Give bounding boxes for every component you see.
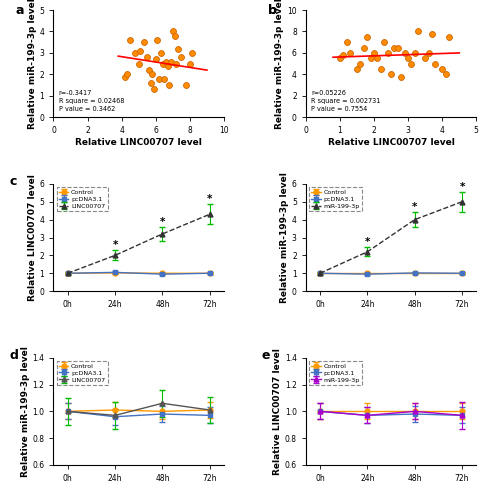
Point (346, 49, 354, 57)
Y-axis label: Relative miR-199-3p level: Relative miR-199-3p level (28, 0, 37, 129)
Point (415, 28, 422, 36)
Point (171, 32, 178, 40)
Point (432, 60, 439, 68)
Point (154, 36, 161, 44)
Point (343, 38, 350, 46)
Point (123, 70, 131, 78)
Point (445, 33, 453, 41)
Point (137, 47, 144, 55)
Point (391, 44, 399, 52)
Point (167, 58, 175, 66)
Text: *: * (459, 182, 465, 192)
Point (381, 38, 388, 46)
Point (339, 51, 347, 59)
Point (159, 60, 167, 68)
Point (166, 81, 174, 89)
Point (356, 60, 364, 68)
Y-axis label: Relative miR-199-3p level: Relative miR-199-3p level (276, 0, 284, 129)
Point (442, 70, 450, 78)
Text: a: a (16, 4, 24, 16)
Point (135, 60, 142, 68)
Point (162, 58, 170, 66)
Text: c: c (9, 176, 17, 188)
Point (143, 53, 151, 61)
Point (174, 44, 182, 52)
Point (147, 79, 155, 87)
Text: b: b (268, 4, 277, 16)
Text: *: * (160, 217, 165, 227)
Text: r=-0.3417
R square = 0.02468
P value = 0.3462: r=-0.3417 R square = 0.02468 P value = 0… (59, 90, 124, 112)
Point (394, 44, 402, 52)
Y-axis label: Relative miR-199-3p level: Relative miR-199-3p level (20, 346, 30, 477)
Point (121, 72, 129, 80)
Text: e: e (261, 349, 270, 362)
Point (404, 54, 412, 62)
Point (428, 30, 436, 38)
Point (384, 49, 392, 57)
Point (425, 49, 433, 57)
Point (150, 86, 158, 94)
Point (188, 49, 195, 57)
Text: b: b (268, 4, 277, 16)
Point (408, 60, 416, 68)
Legend: Control, pcDNA3.1, LINC00707: Control, pcDNA3.1, LINC00707 (56, 361, 107, 385)
Text: r=0.05226
R square = 0.002731
P value = 0.7554: r=0.05226 R square = 0.002731 P value = … (311, 90, 380, 112)
Y-axis label: Relative LINC00707 level: Relative LINC00707 level (273, 348, 282, 475)
Point (398, 72, 405, 80)
Point (140, 38, 148, 46)
Point (148, 70, 156, 78)
Point (374, 54, 382, 62)
Point (157, 49, 165, 57)
X-axis label: Relative LINC00707 level: Relative LINC00707 level (328, 138, 454, 147)
Point (131, 49, 139, 57)
Point (173, 60, 180, 68)
Legend: Control, pcDNA3.1, miR-199-3p: Control, pcDNA3.1, miR-199-3p (309, 361, 362, 385)
Point (387, 70, 395, 78)
Point (363, 33, 371, 41)
Legend: Control, pcDNA3.1, miR-199-3p: Control, pcDNA3.1, miR-199-3p (309, 187, 362, 211)
Point (186, 60, 194, 68)
Y-axis label: Relative miR-199-3p level: Relative miR-199-3p level (280, 172, 289, 303)
Point (156, 74, 163, 82)
Point (421, 54, 429, 62)
Point (360, 44, 367, 52)
Point (126, 36, 134, 44)
Text: *: * (112, 240, 118, 250)
Point (160, 74, 168, 82)
Point (145, 66, 153, 74)
Point (411, 49, 419, 57)
Text: d: d (9, 349, 18, 362)
Point (367, 54, 375, 62)
Text: *: * (207, 194, 212, 204)
Legend: Control, pcDNA3.1, LINC00707: Control, pcDNA3.1, LINC00707 (56, 187, 107, 211)
Point (177, 53, 185, 61)
Point (183, 81, 191, 89)
Text: *: * (412, 202, 417, 212)
Point (152, 56, 159, 64)
Point (353, 65, 361, 73)
Point (164, 62, 172, 70)
Point (377, 65, 385, 73)
Point (370, 49, 378, 57)
Point (401, 49, 409, 57)
Text: *: * (364, 238, 370, 248)
Point (336, 54, 344, 62)
Y-axis label: Relative LINC00707 level: Relative LINC00707 level (28, 174, 37, 301)
X-axis label: Relative LINC00707 level: Relative LINC00707 level (75, 138, 202, 147)
Point (438, 65, 446, 73)
Point (169, 28, 177, 36)
